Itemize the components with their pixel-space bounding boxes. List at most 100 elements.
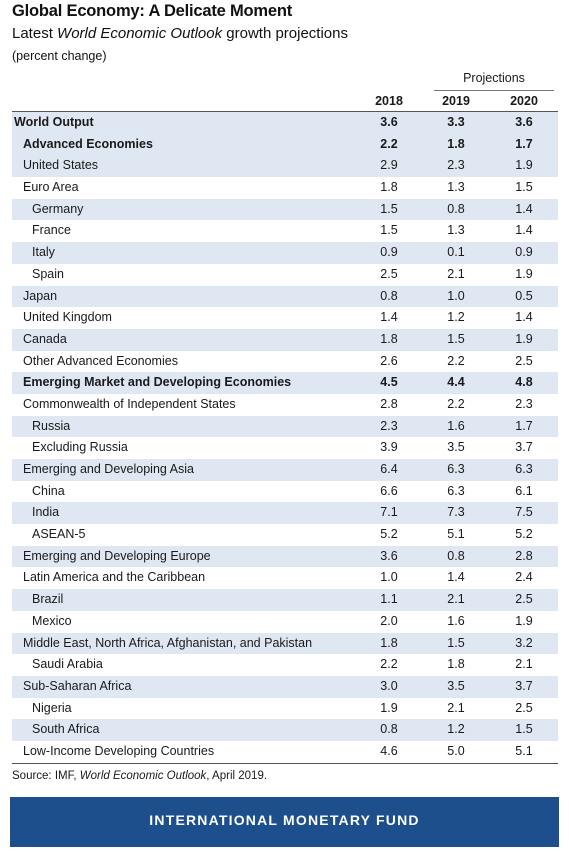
cell-2018: 4.5 bbox=[380, 375, 398, 390]
row-label: Commonwealth of Independent States bbox=[23, 396, 236, 411]
subtitle-italic: World Economic Outlook bbox=[57, 25, 223, 42]
table-row: World Output 3.6 3.3 3.6 bbox=[12, 112, 558, 134]
table-row: Emerging and Developing Europe 3.6 0.8 2.8 bbox=[12, 545, 558, 568]
cell-2020: 1.9 bbox=[515, 266, 533, 281]
cell-2018: 0.8 bbox=[380, 288, 398, 303]
cell-2020: 1.5 bbox=[515, 180, 533, 195]
cell-2018: 2.3 bbox=[380, 418, 398, 433]
cell-2019: 0.8 bbox=[447, 201, 465, 216]
table-row: South Africa 0.8 1.2 1.5 bbox=[12, 719, 558, 741]
table-row: Emerging and Developing Asia 6.4 6.3 6.3 bbox=[12, 459, 558, 481]
row-label: Advanced Economies bbox=[23, 136, 153, 151]
cell-2019: 5.0 bbox=[447, 743, 465, 758]
row-label: Spain bbox=[32, 266, 64, 281]
table-row: India 7.1 7.3 7.5 bbox=[12, 502, 558, 525]
cell-2020: 1.5 bbox=[515, 722, 533, 737]
table-row: Russia 2.3 1.6 1.7 bbox=[12, 415, 558, 438]
cell-2018: 1.5 bbox=[380, 223, 398, 238]
cell-2019: 1.6 bbox=[447, 418, 465, 433]
cell-2019: 2.1 bbox=[447, 700, 465, 715]
row-label: Latin America and the Caribbean bbox=[23, 570, 206, 585]
cell-2018: 7.1 bbox=[380, 505, 398, 520]
row-label: France bbox=[32, 223, 71, 238]
cell-2018: 3.6 bbox=[380, 548, 398, 563]
row-label: Brazil bbox=[32, 592, 64, 607]
cell-2019: 3.3 bbox=[447, 115, 465, 129]
cell-2019: 2.1 bbox=[447, 592, 465, 607]
cell-2020: 1.4 bbox=[515, 223, 533, 238]
cell-2018: 3.6 bbox=[380, 115, 398, 129]
cell-2018: 1.8 bbox=[380, 180, 398, 195]
cell-2018: 0.9 bbox=[380, 245, 398, 260]
cell-2018: 1.5 bbox=[380, 201, 398, 216]
table-row: Euro Area 1.8 1.3 1.5 bbox=[12, 177, 558, 199]
row-label: Euro Area bbox=[23, 180, 79, 195]
row-label: Sub-Saharan Africa bbox=[23, 678, 132, 693]
cell-2020: 3.7 bbox=[515, 440, 533, 455]
cell-2020: 2.5 bbox=[515, 592, 533, 607]
cell-2019: 1.2 bbox=[447, 722, 465, 737]
cell-2019: 3.5 bbox=[447, 440, 465, 455]
row-label: South Africa bbox=[32, 722, 100, 737]
cell-2018: 2.6 bbox=[380, 353, 398, 368]
row-label: United Kingdom bbox=[23, 310, 112, 325]
cell-2020: 0.5 bbox=[515, 288, 533, 303]
source-prefix: Source: IMF, bbox=[12, 770, 80, 782]
table-row: Emerging Market and Developing Economies… bbox=[12, 372, 558, 394]
cell-2019: 1.4 bbox=[447, 570, 465, 585]
row-label: Saudi Arabia bbox=[32, 657, 103, 672]
cell-2019: 1.5 bbox=[447, 635, 465, 650]
table-row: China 6.6 6.3 6.1 bbox=[12, 481, 558, 503]
table-row: Other Advanced Economies 2.6 2.2 2.5 bbox=[12, 351, 558, 373]
row-label: Germany bbox=[32, 201, 84, 216]
cell-2020: 2.5 bbox=[515, 700, 533, 715]
column-header-2020: 2020 bbox=[510, 94, 538, 108]
row-label: Low-Income Developing Countries bbox=[23, 743, 215, 758]
cell-2019: 0.8 bbox=[447, 548, 465, 563]
cell-2019: 4.4 bbox=[447, 375, 465, 390]
cell-2018: 2.9 bbox=[380, 158, 398, 173]
table-row: Brazil 1.1 2.1 2.5 bbox=[12, 589, 558, 611]
cell-2019: 1.5 bbox=[447, 331, 465, 346]
row-label: Japan bbox=[23, 288, 58, 303]
row-label: China bbox=[32, 483, 65, 498]
cell-2020: 2.3 bbox=[515, 396, 533, 411]
table-row: Latin America and the Caribbean 1.0 1.4 2.4 bbox=[12, 567, 558, 589]
cell-2019: 1.2 bbox=[447, 310, 465, 325]
cell-2020: 6.1 bbox=[515, 483, 533, 498]
cell-2019: 1.8 bbox=[447, 136, 465, 151]
row-label: Emerging Market and Developing Economies bbox=[23, 375, 292, 390]
row-label: Emerging and Developing Europe bbox=[23, 548, 211, 563]
cell-2020: 4.8 bbox=[515, 375, 533, 390]
cell-2020: 3.7 bbox=[515, 678, 533, 693]
source-italic: World Economic Outlook bbox=[79, 770, 207, 782]
cell-2020: 3.6 bbox=[515, 115, 533, 129]
cell-2020: 5.2 bbox=[515, 527, 533, 542]
table-row: Spain 2.5 2.1 1.9 bbox=[12, 264, 558, 286]
table-row: Canada 1.8 1.5 1.9 bbox=[12, 328, 558, 351]
cell-2020: 3.2 bbox=[515, 635, 533, 650]
header-rule bbox=[12, 111, 558, 112]
column-header-2019: 2019 bbox=[442, 94, 470, 108]
cell-2019: 1.0 bbox=[447, 288, 465, 303]
table-row: Sub-Saharan Africa 3.0 3.5 3.7 bbox=[12, 675, 558, 698]
row-label: Emerging and Developing Asia bbox=[23, 462, 194, 476]
table-row: Germany 1.5 0.8 1.4 bbox=[12, 198, 558, 221]
table-row: Commonwealth of Independent States 2.8 2.2… bbox=[12, 394, 558, 416]
row-label: Excluding Russia bbox=[32, 440, 128, 455]
source-note: Source: IMF, World Economic Outlook, Apr… bbox=[12, 770, 267, 782]
cell-2020: 1.4 bbox=[515, 201, 533, 216]
table-row: Advanced Economies 2.2 1.8 1.7 bbox=[12, 133, 558, 156]
cell-2019: 1.6 bbox=[447, 613, 465, 628]
row-label: Russia bbox=[32, 418, 71, 433]
cell-2019: 1.3 bbox=[447, 223, 465, 238]
table-row: United Kingdom 1.4 1.2 1.4 bbox=[12, 307, 558, 329]
cell-2019: 2.3 bbox=[447, 158, 465, 173]
cell-2020: 1.9 bbox=[515, 331, 533, 346]
cell-2020: 1.9 bbox=[515, 613, 533, 628]
table-row: Mexico 2.0 1.6 1.9 bbox=[12, 611, 558, 633]
cell-2020: 6.3 bbox=[515, 462, 533, 476]
projections-rule bbox=[434, 90, 554, 91]
cell-2018: 2.2 bbox=[380, 657, 398, 672]
